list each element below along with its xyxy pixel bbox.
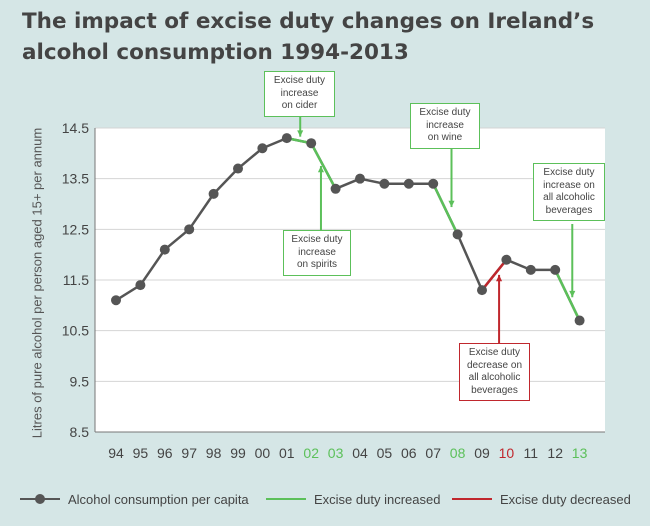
x-tick-label: 95 xyxy=(133,445,149,461)
duty-segment-increase xyxy=(554,269,581,322)
x-tick-label: 94 xyxy=(108,445,124,461)
y-tick-label: 12.5 xyxy=(62,221,89,237)
chart-title-line-1: The impact of excise duty changes on Ire… xyxy=(22,9,595,34)
annotation-all-increase-line-3: all alcoholic xyxy=(543,192,595,203)
data-point xyxy=(452,229,463,240)
annotation-cider-line-2: increase xyxy=(280,87,319,99)
y-tick-label: 14.5 xyxy=(62,120,89,136)
legend-swatch-decrease xyxy=(452,484,492,514)
data-point xyxy=(525,264,536,275)
data-point xyxy=(355,173,365,184)
annotation-wine-line-2: increase xyxy=(426,119,464,131)
legend-label-decrease: Excise duty decreased xyxy=(500,491,631,507)
data-point xyxy=(208,188,219,199)
data-point xyxy=(257,143,268,154)
annotation-spirits-line-3: on spirits xyxy=(296,259,337,270)
annotation-spirits-line-1: Excise duty xyxy=(291,234,343,245)
annotation-spirits-line-2: increase xyxy=(298,246,336,258)
data-point xyxy=(403,178,414,189)
data-point xyxy=(281,133,292,144)
x-tick-label: 02 xyxy=(303,445,319,461)
x-tick-label: 99 xyxy=(230,445,246,461)
annotation-arrow-all-decrease-head xyxy=(496,274,503,282)
x-tick-label: 01 xyxy=(279,445,295,461)
annotation-wine-line-1: Excise duty xyxy=(419,107,471,118)
annotation-cider-line-3: on cider xyxy=(281,100,318,111)
data-point xyxy=(477,285,487,296)
x-tick-label: 04 xyxy=(352,445,368,461)
x-tick-label: 97 xyxy=(181,445,197,461)
annotation-all-decrease: Excise duty decrease on all alcoholic be… xyxy=(459,343,530,401)
y-tick-label: 10.5 xyxy=(62,323,89,339)
legend-item-increase: Excise duty increased xyxy=(266,484,440,514)
legend-swatch-increase xyxy=(266,484,306,514)
legend-label-consumption: Alcohol consumption per capita xyxy=(68,491,249,507)
annotation-all-increase: Excise duty increase on all alcoholic be… xyxy=(533,163,605,221)
annotation-all-increase-line-2: increase on xyxy=(543,179,595,191)
annotation-wine: Excise duty increase on wine xyxy=(410,103,480,149)
annotation-cider-line-1: Excise duty xyxy=(273,75,326,86)
data-point xyxy=(428,178,439,189)
data-point xyxy=(135,280,146,291)
legend: Alcohol consumption per capita Excise du… xyxy=(0,484,650,514)
annotation-arrow-spirits-head xyxy=(317,166,325,173)
legend-item-consumption: Alcohol consumption per capita xyxy=(20,484,249,514)
annotation-all-decrease-line-4: beverages xyxy=(471,384,518,396)
x-tick-label: 09 xyxy=(474,445,490,461)
x-tick-label: 00 xyxy=(255,445,271,461)
data-point xyxy=(159,244,170,255)
y-tick-label: 9.5 xyxy=(70,373,90,389)
x-tick-label: 96 xyxy=(157,445,173,461)
legend-label-increase: Excise duty increased xyxy=(314,491,441,507)
data-point xyxy=(501,254,512,265)
annotation-all-increase-line-1: Excise duty xyxy=(543,167,595,178)
x-tick-label: 05 xyxy=(377,445,393,461)
x-tick-label: 11 xyxy=(524,445,539,461)
annotation-arrow-all-increase-head xyxy=(569,290,576,298)
annotation-arrow-cider-head xyxy=(297,130,304,137)
data-point xyxy=(184,224,195,235)
legend-swatch-series xyxy=(20,484,60,514)
x-tick-label: 13 xyxy=(572,445,588,461)
x-tick-label: 03 xyxy=(328,445,344,461)
y-tick-label: 11.5 xyxy=(63,272,89,288)
data-point xyxy=(379,178,390,189)
x-tick-label: 12 xyxy=(547,445,563,461)
data-point xyxy=(233,163,243,174)
annotation-wine-line-3: on wine xyxy=(427,132,463,143)
duty-segment-increase xyxy=(432,183,459,235)
data-point xyxy=(330,183,341,194)
x-tick-label: 08 xyxy=(450,445,466,461)
data-point xyxy=(574,315,585,326)
annotation-arrow-wine-head xyxy=(448,200,455,208)
data-point xyxy=(550,264,561,275)
annotation-spirits: Excise duty increase on spirits xyxy=(283,230,351,276)
data-point xyxy=(111,295,121,306)
y-tick-label: 8.5 xyxy=(70,424,90,440)
duty-segment-decrease xyxy=(481,258,508,291)
annotation-all-decrease-line-1: Excise duty xyxy=(468,347,521,358)
chart-title: The impact of excise duty changes on Ire… xyxy=(22,6,632,68)
chart-title-line-2: alcohol consumption 1994-2013 xyxy=(22,40,409,65)
legend-item-decrease: Excise duty decreased xyxy=(452,484,631,514)
x-tick-label: 07 xyxy=(425,445,441,461)
annotation-all-increase-line-4: beverages xyxy=(545,204,593,216)
annotation-cider: Excise duty increase on cider xyxy=(264,71,335,117)
annotation-all-decrease-line-3: all alcoholic xyxy=(468,372,521,383)
x-tick-label: 98 xyxy=(206,445,222,461)
annotation-all-decrease-line-2: decrease on xyxy=(466,359,523,371)
data-point xyxy=(306,138,317,149)
x-tick-label: 10 xyxy=(499,445,515,461)
y-tick-label: 13.5 xyxy=(62,171,89,187)
x-tick-label: 06 xyxy=(401,445,417,461)
